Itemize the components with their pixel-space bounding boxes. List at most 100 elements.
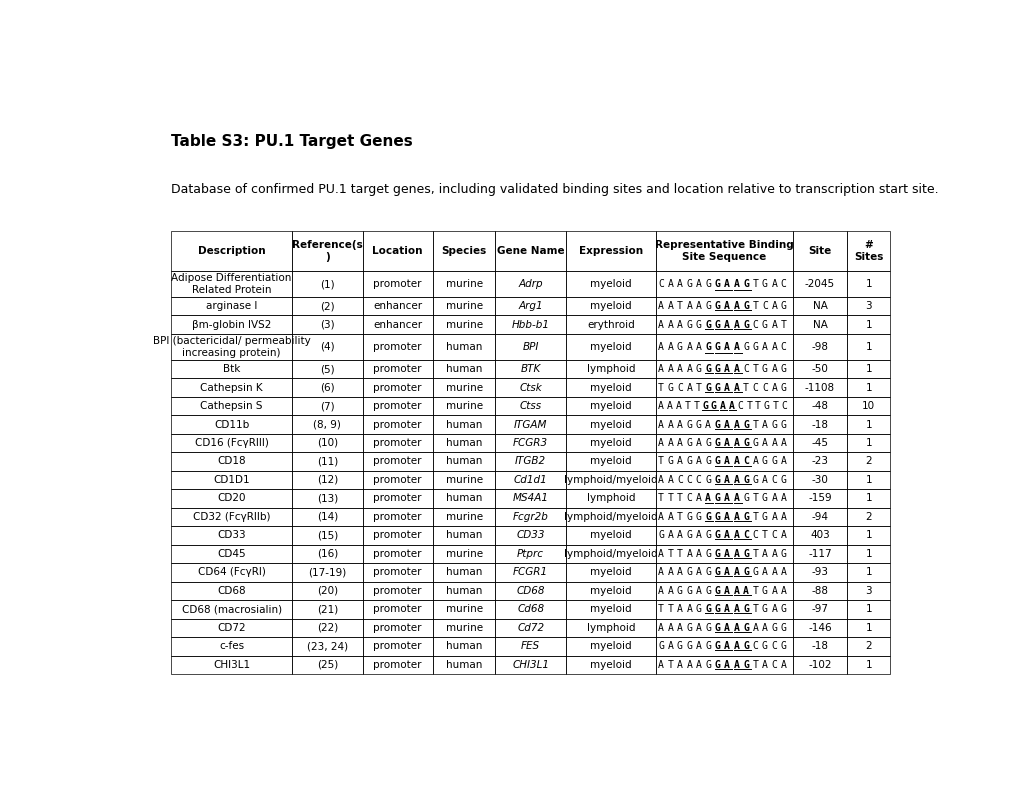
Text: A: A: [666, 438, 673, 448]
Text: A: A: [686, 301, 692, 311]
Text: G: G: [761, 279, 767, 289]
Bar: [655, 360, 792, 378]
Text: G: G: [742, 549, 748, 559]
Text: A: A: [723, 493, 730, 504]
Bar: [171, 563, 291, 582]
Text: myeloid: myeloid: [589, 419, 631, 429]
Text: human: human: [445, 585, 482, 596]
Bar: [655, 563, 792, 582]
Bar: [171, 415, 291, 433]
Text: G: G: [780, 419, 786, 429]
Text: G: G: [780, 623, 786, 633]
Text: A: A: [733, 301, 739, 311]
Text: Ctsk: Ctsk: [519, 382, 541, 392]
Text: G: G: [710, 401, 716, 411]
Text: A: A: [666, 512, 673, 522]
Bar: [432, 600, 495, 619]
Text: A: A: [770, 301, 776, 311]
Bar: [847, 315, 890, 334]
Text: Cd68: Cd68: [517, 604, 544, 615]
Bar: [495, 582, 566, 600]
Text: G: G: [780, 549, 786, 559]
Text: T: T: [752, 493, 757, 504]
Text: G: G: [704, 660, 710, 670]
Text: myeloid: myeloid: [589, 641, 631, 652]
Text: G: G: [714, 342, 719, 352]
Text: human: human: [445, 567, 482, 578]
Text: CD33: CD33: [516, 530, 544, 541]
Text: A: A: [657, 401, 663, 411]
Text: C: C: [742, 364, 748, 374]
Text: G: G: [780, 641, 786, 652]
Text: myeloid: myeloid: [589, 342, 631, 352]
Text: A: A: [704, 419, 710, 429]
Text: G: G: [677, 641, 682, 652]
Text: A: A: [666, 364, 673, 374]
Text: G: G: [714, 456, 719, 466]
Text: G: G: [704, 567, 710, 578]
Text: A: A: [733, 604, 739, 615]
Text: A: A: [733, 382, 739, 392]
Text: CHI3L1: CHI3L1: [512, 660, 548, 670]
Bar: [432, 526, 495, 545]
Text: -18: -18: [811, 419, 827, 429]
Text: T: T: [666, 549, 673, 559]
Bar: [291, 545, 362, 563]
Bar: [291, 489, 362, 507]
Text: T: T: [666, 493, 673, 504]
Text: G: G: [704, 342, 710, 352]
Text: -159: -159: [807, 493, 830, 504]
Text: BTK: BTK: [520, 364, 540, 374]
Bar: [566, 297, 655, 315]
Text: G: G: [770, 456, 776, 466]
Bar: [655, 489, 792, 507]
Text: A: A: [761, 419, 767, 429]
Text: C: C: [761, 301, 767, 311]
Text: Reference(s
): Reference(s ): [291, 240, 363, 262]
Bar: [495, 433, 566, 452]
Text: A: A: [695, 567, 701, 578]
Text: (10): (10): [317, 438, 337, 448]
Text: (12): (12): [317, 475, 337, 485]
Text: βm-globin IVS2: βm-globin IVS2: [192, 320, 271, 329]
Text: human: human: [445, 419, 482, 429]
Text: -146: -146: [807, 623, 830, 633]
Text: myeloid: myeloid: [589, 567, 631, 578]
Text: T: T: [657, 604, 663, 615]
Text: T: T: [761, 530, 767, 541]
Text: C: C: [770, 660, 776, 670]
Text: G: G: [752, 475, 757, 485]
Bar: [362, 360, 432, 378]
Bar: [432, 470, 495, 489]
Text: G: G: [714, 279, 719, 289]
Text: G: G: [780, 364, 786, 374]
Text: G: G: [742, 512, 748, 522]
Bar: [792, 637, 847, 656]
Text: T: T: [742, 382, 748, 392]
Bar: [432, 315, 495, 334]
Text: lymphoid: lymphoid: [586, 493, 635, 504]
Text: A: A: [695, 438, 701, 448]
Text: myeloid: myeloid: [589, 604, 631, 615]
Text: G: G: [657, 641, 663, 652]
Text: A: A: [723, 456, 730, 466]
Bar: [291, 271, 362, 297]
Text: A: A: [677, 419, 682, 429]
Text: A: A: [733, 456, 739, 466]
Text: A: A: [780, 456, 786, 466]
Text: NA: NA: [812, 301, 826, 311]
Bar: [171, 470, 291, 489]
Bar: [566, 415, 655, 433]
Text: (21): (21): [317, 604, 337, 615]
Text: CD45: CD45: [217, 549, 246, 559]
Bar: [792, 378, 847, 397]
Text: 1: 1: [865, 493, 871, 504]
Text: 1: 1: [865, 549, 871, 559]
Bar: [792, 231, 847, 271]
Text: T: T: [752, 364, 757, 374]
Text: promoter: promoter: [373, 549, 422, 559]
Text: A: A: [666, 475, 673, 485]
Text: G: G: [686, 623, 692, 633]
Text: A: A: [666, 279, 673, 289]
Bar: [291, 452, 362, 470]
